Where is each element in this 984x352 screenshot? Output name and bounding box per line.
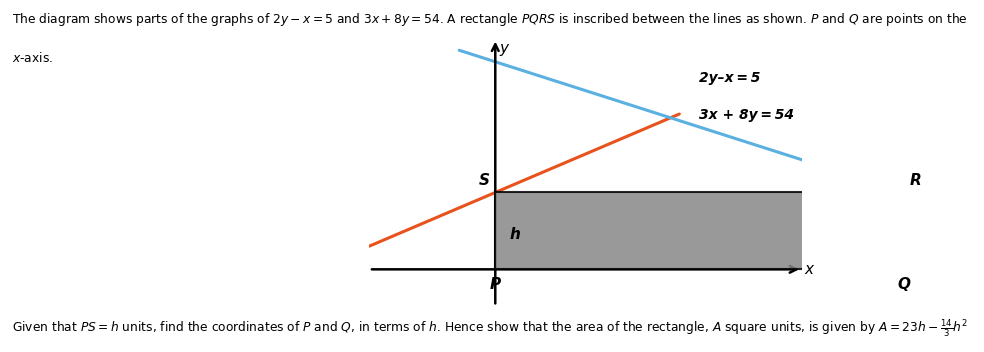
Text: $x$-axis.: $x$-axis. [12, 51, 53, 65]
Text: 3x + 8y = 54: 3x + 8y = 54 [700, 108, 794, 122]
Text: P: P [490, 277, 501, 292]
Text: The diagram shows parts of the graphs of $2y - x = 5$ and $3x + 8y = 54$. A rect: The diagram shows parts of the graphs of… [12, 11, 967, 27]
Text: h: h [510, 227, 521, 242]
Text: R: R [909, 173, 921, 188]
Text: $y$: $y$ [499, 42, 511, 58]
Text: $x$: $x$ [804, 262, 816, 277]
Text: 2y–x = 5: 2y–x = 5 [700, 71, 761, 85]
Text: Q: Q [897, 277, 910, 292]
Bar [495, 193, 904, 269]
Text: Given that $PS = h$ units, find the coordinates of $P$ and $Q$, in terms of $h$.: Given that $PS = h$ units, find the coor… [12, 317, 967, 339]
Text: S: S [479, 173, 490, 188]
